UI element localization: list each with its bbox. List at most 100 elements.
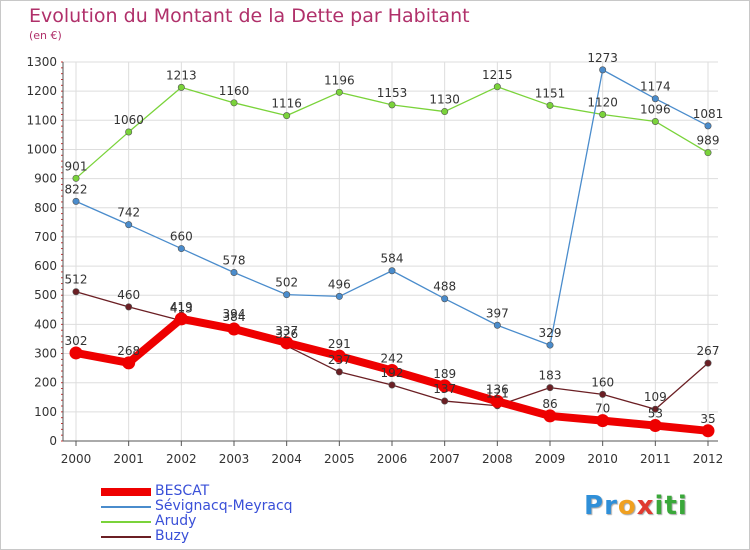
data-label: 502 [275,276,298,290]
data-point [335,368,343,376]
data-label: 413 [170,302,193,316]
data-label: 822 [65,182,88,196]
x-tick-label: 2008 [482,452,513,466]
data-label: 53 [648,407,663,421]
data-point [125,303,133,311]
data-label: 267 [697,344,720,358]
data-label: 189 [433,367,456,381]
data-label: 419 [170,300,193,314]
data-point [701,424,715,438]
data-point [125,221,133,229]
logo-letter: x [636,491,655,521]
data-point [441,108,449,116]
data-point [174,312,188,326]
legend-swatch [101,488,151,496]
data-label: 394 [223,307,246,321]
data-point [648,419,662,433]
proxiti-logo: Proxiti [584,491,688,521]
data-point [177,83,185,91]
data-label: 384 [223,310,246,324]
x-tick-label: 2009 [535,452,566,466]
data-label: 183 [539,369,562,383]
data-point [704,122,712,130]
data-label: 1174 [640,80,671,94]
y-tick-label: 100 [34,405,57,419]
data-point [441,295,449,303]
data-label: 1273 [587,51,618,65]
logo-letter: i [654,491,665,521]
x-tick-label: 2011 [640,452,671,466]
data-point [546,341,554,349]
y-tick-label: 700 [34,230,57,244]
data-point [441,397,449,405]
data-label: 136 [486,382,509,396]
data-label: 242 [381,351,404,365]
data-point [596,414,610,428]
legend-label: Arudy [155,513,197,529]
y-tick-label: 1000 [26,142,57,156]
x-tick-label: 2004 [271,452,302,466]
plot-area [63,62,718,441]
data-point [177,245,185,253]
data-label: 1160 [219,84,250,98]
data-label: 337 [275,324,298,338]
data-point [72,197,80,205]
x-tick-label: 2002 [166,452,197,466]
data-point [283,291,291,299]
data-label: 121 [486,387,509,401]
x-tick-label: 2007 [429,452,460,466]
logo-letter: P [584,491,605,521]
data-label: 329 [539,326,562,340]
x-tick-label: 2001 [113,452,144,466]
data-point [599,66,607,74]
legend-label: Buzy [155,528,190,544]
data-point [72,174,80,182]
data-label: 70 [595,402,610,416]
data-label: 460 [117,288,140,302]
data-point [72,288,80,296]
data-label: 35 [700,412,715,426]
data-point [651,405,659,413]
legend-label: BESCAT [155,483,210,499]
data-label: 989 [697,134,720,148]
y-tick-label: 800 [34,201,57,215]
data-point [599,390,607,398]
x-tick-label: 2006 [377,452,408,466]
data-label: 742 [117,206,140,220]
data-label: 109 [644,390,667,404]
data-label: 1151 [535,86,566,100]
data-label: 137 [433,382,456,396]
data-point [599,110,607,118]
logo-letter: o [617,491,637,521]
legend-label: Sévignacq-Meyracq [155,498,293,514]
data-point [230,268,238,276]
data-label: 512 [65,273,88,287]
legend-swatch [101,506,151,508]
x-tick-label: 2012 [693,452,724,466]
x-tick-label: 2010 [587,452,618,466]
data-label: 1215 [482,68,513,82]
data-point [227,322,241,336]
data-label: 192 [381,366,404,380]
data-point [388,267,396,275]
y-tick-label: 1300 [26,55,57,69]
data-point [125,128,133,136]
data-label: 302 [65,334,88,348]
y-tick-label: 200 [34,376,57,390]
logo-letter: i [677,491,688,521]
data-point [335,88,343,96]
y-tick-label: 400 [34,317,57,331]
data-label: 160 [591,375,614,389]
data-label: 488 [433,280,456,294]
data-point [490,394,504,408]
legend-swatch [101,536,151,538]
data-point [546,384,554,392]
data-label: 291 [328,337,351,351]
data-label: 660 [170,230,193,244]
data-label: 1096 [640,102,671,116]
data-point [385,363,399,377]
data-label: 901 [65,159,88,173]
data-point [704,359,712,367]
y-tick-label: 1200 [26,84,57,98]
